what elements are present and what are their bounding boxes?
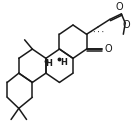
Text: H: H [60,58,67,67]
Text: O: O [116,2,123,12]
Text: ····: ···· [88,30,105,36]
Text: O: O [122,20,130,30]
Text: O: O [105,44,113,54]
Text: H: H [45,59,52,68]
